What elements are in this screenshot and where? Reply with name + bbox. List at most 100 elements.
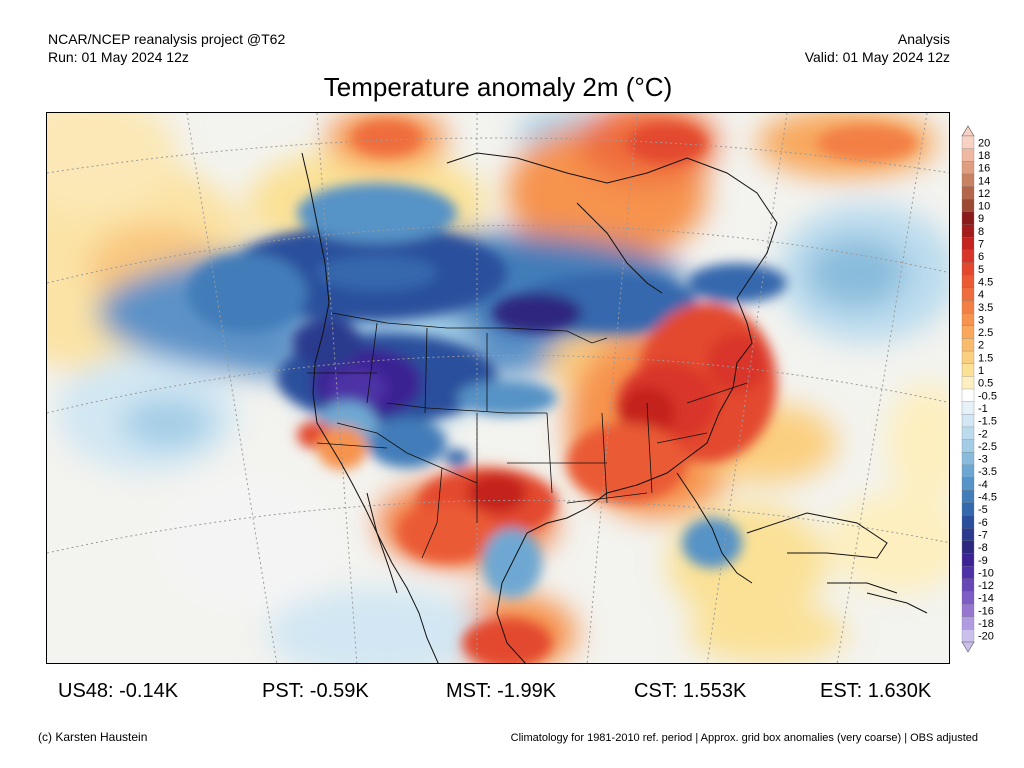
colorbar-label: -18 [978, 618, 994, 630]
colorbar-label: 0.5 [978, 378, 993, 390]
colorbar-label: 16 [978, 163, 990, 175]
colorbar-swatch [961, 338, 975, 352]
colorbar-label: 20 [978, 137, 990, 149]
colorbar-swatch [961, 363, 975, 377]
map-title: Temperature anomaly 2m (°C) [323, 72, 673, 102]
colorbar-label: 3.5 [978, 302, 993, 314]
colorbar-label: 9 [978, 213, 984, 225]
coastlines [301, 152, 928, 663]
graticule [47, 113, 949, 663]
colorbar-swatch [961, 325, 975, 339]
colorbar-label: 4 [978, 289, 984, 301]
stat-mst: MST: -1.99K [446, 680, 557, 702]
colorbar-swatch [961, 300, 975, 314]
colorbar-label: -6 [978, 517, 988, 529]
colorbar-svg: 201816141210987654.543.532.521.510.5-0.5… [961, 125, 997, 653]
colorbar-swatch [961, 477, 975, 491]
copyright: (c) Karsten Haustein [38, 730, 148, 744]
colorbar-label: 8 [978, 226, 984, 238]
stat-cst: CST: 1.553K [634, 680, 747, 702]
colorbar-top-arrow [961, 125, 975, 137]
colorbar-label: 5 [978, 264, 984, 276]
colorbar-swatch [961, 616, 975, 630]
colorbar-swatch [961, 224, 975, 238]
colorbar-label: -12 [978, 580, 994, 592]
colorbar-swatch [961, 426, 975, 441]
colorbar-swatch [961, 237, 975, 251]
political-borders [307, 312, 748, 559]
analysis-label: Analysis [897, 31, 950, 47]
colorbar-swatch [961, 490, 975, 504]
colorbar-label: -2.5 [978, 441, 997, 453]
colorbar-label: 14 [978, 175, 990, 187]
colorbar-swatch [961, 274, 975, 289]
colorbar-swatch [961, 350, 975, 365]
stat-est: EST: 1.630K [820, 680, 932, 702]
colorbar-label: 4.5 [978, 276, 993, 288]
colorbar-swatch [961, 401, 975, 415]
colorbar-label: 6 [978, 251, 984, 263]
anomaly-map [46, 112, 950, 664]
colorbar-label: 10 [978, 201, 990, 213]
climatology-note: Climatology for 1981-2010 ref. period | … [510, 732, 978, 744]
colorbar-swatch [961, 464, 975, 478]
colorbar-label: -0.5 [978, 390, 997, 402]
map-canvas [47, 113, 949, 663]
colorbar-swatch [961, 540, 975, 554]
colorbar-swatch [961, 591, 975, 605]
colorbar-label: -5 [978, 504, 988, 516]
colorbar-label: 7 [978, 239, 984, 251]
colorbar-label: -1 [978, 403, 988, 415]
colorbar-label: -2 [978, 428, 988, 440]
colorbar: 20 18 16 14 12 10 9 8 7 6 5 4.5 4 3.5 3 2.5 2 1.5 1 0.5 -0.5… [958, 125, 1022, 653]
colorbar-swatch [961, 388, 975, 403]
colorbar-label: 1.5 [978, 352, 993, 364]
colorbar-swatch [961, 414, 975, 428]
colorbar-swatch [961, 148, 975, 162]
colorbar-label: -3 [978, 454, 988, 466]
valid-time: Valid: 01 May 2024 12z [804, 49, 950, 65]
colorbar-label: 2 [978, 340, 984, 352]
colorbar-swatch [961, 199, 975, 213]
colorbar-swatch [961, 439, 975, 453]
colorbar-swatch [961, 161, 975, 175]
colorbar-swatch [961, 135, 975, 150]
colorbar-swatch [961, 376, 975, 390]
colorbar-swatch [961, 262, 975, 276]
model-name: NCAR/NCEP reanalysis project @T62 [48, 31, 286, 47]
colorbar-swatch [961, 502, 975, 516]
colorbar-swatch [961, 211, 975, 226]
colorbar-label: 18 [978, 150, 990, 162]
run-time: Run: 01 May 2024 12z [48, 49, 189, 65]
colorbar-label: -20 [978, 631, 994, 643]
run-info: NCAR/NCEP reanalysis project @T62 Run: 0… [48, 30, 285, 66]
colorbar-label: -8 [978, 542, 988, 554]
colorbar-swatch [961, 249, 975, 263]
colorbar-label: 2.5 [978, 327, 993, 339]
stat-us48: US48: -0.14K [58, 680, 179, 702]
colorbar-swatch [961, 578, 975, 592]
colorbar-label: -14 [978, 593, 994, 605]
anomaly-cores [187, 120, 917, 663]
colorbar-label: -3.5 [978, 466, 997, 478]
colorbar-swatch [961, 312, 975, 327]
colorbar-label: -4 [978, 479, 988, 491]
colorbar-swatch [961, 527, 975, 542]
colorbar-label: -9 [978, 555, 988, 567]
colorbar-swatch [961, 287, 975, 301]
colorbar-bottom-arrow [961, 641, 975, 653]
colorbar-swatch [961, 186, 975, 200]
colorbar-swatch [961, 603, 975, 618]
valid-info: Analysis Valid: 01 May 2024 12z [805, 30, 950, 66]
colorbar-label: -7 [978, 529, 988, 541]
colorbar-label: -4.5 [978, 492, 997, 504]
colorbar-swatch [961, 452, 975, 466]
colorbar-swatch [961, 173, 975, 188]
colorbar-swatch [961, 553, 975, 567]
colorbar-label: 3 [978, 314, 984, 326]
colorbar-label: 12 [978, 188, 990, 200]
colorbar-swatch [961, 515, 975, 529]
colorbar-swatch [961, 629, 975, 643]
colorbar-label: -10 [978, 567, 994, 579]
colorbar-swatch [961, 565, 975, 580]
